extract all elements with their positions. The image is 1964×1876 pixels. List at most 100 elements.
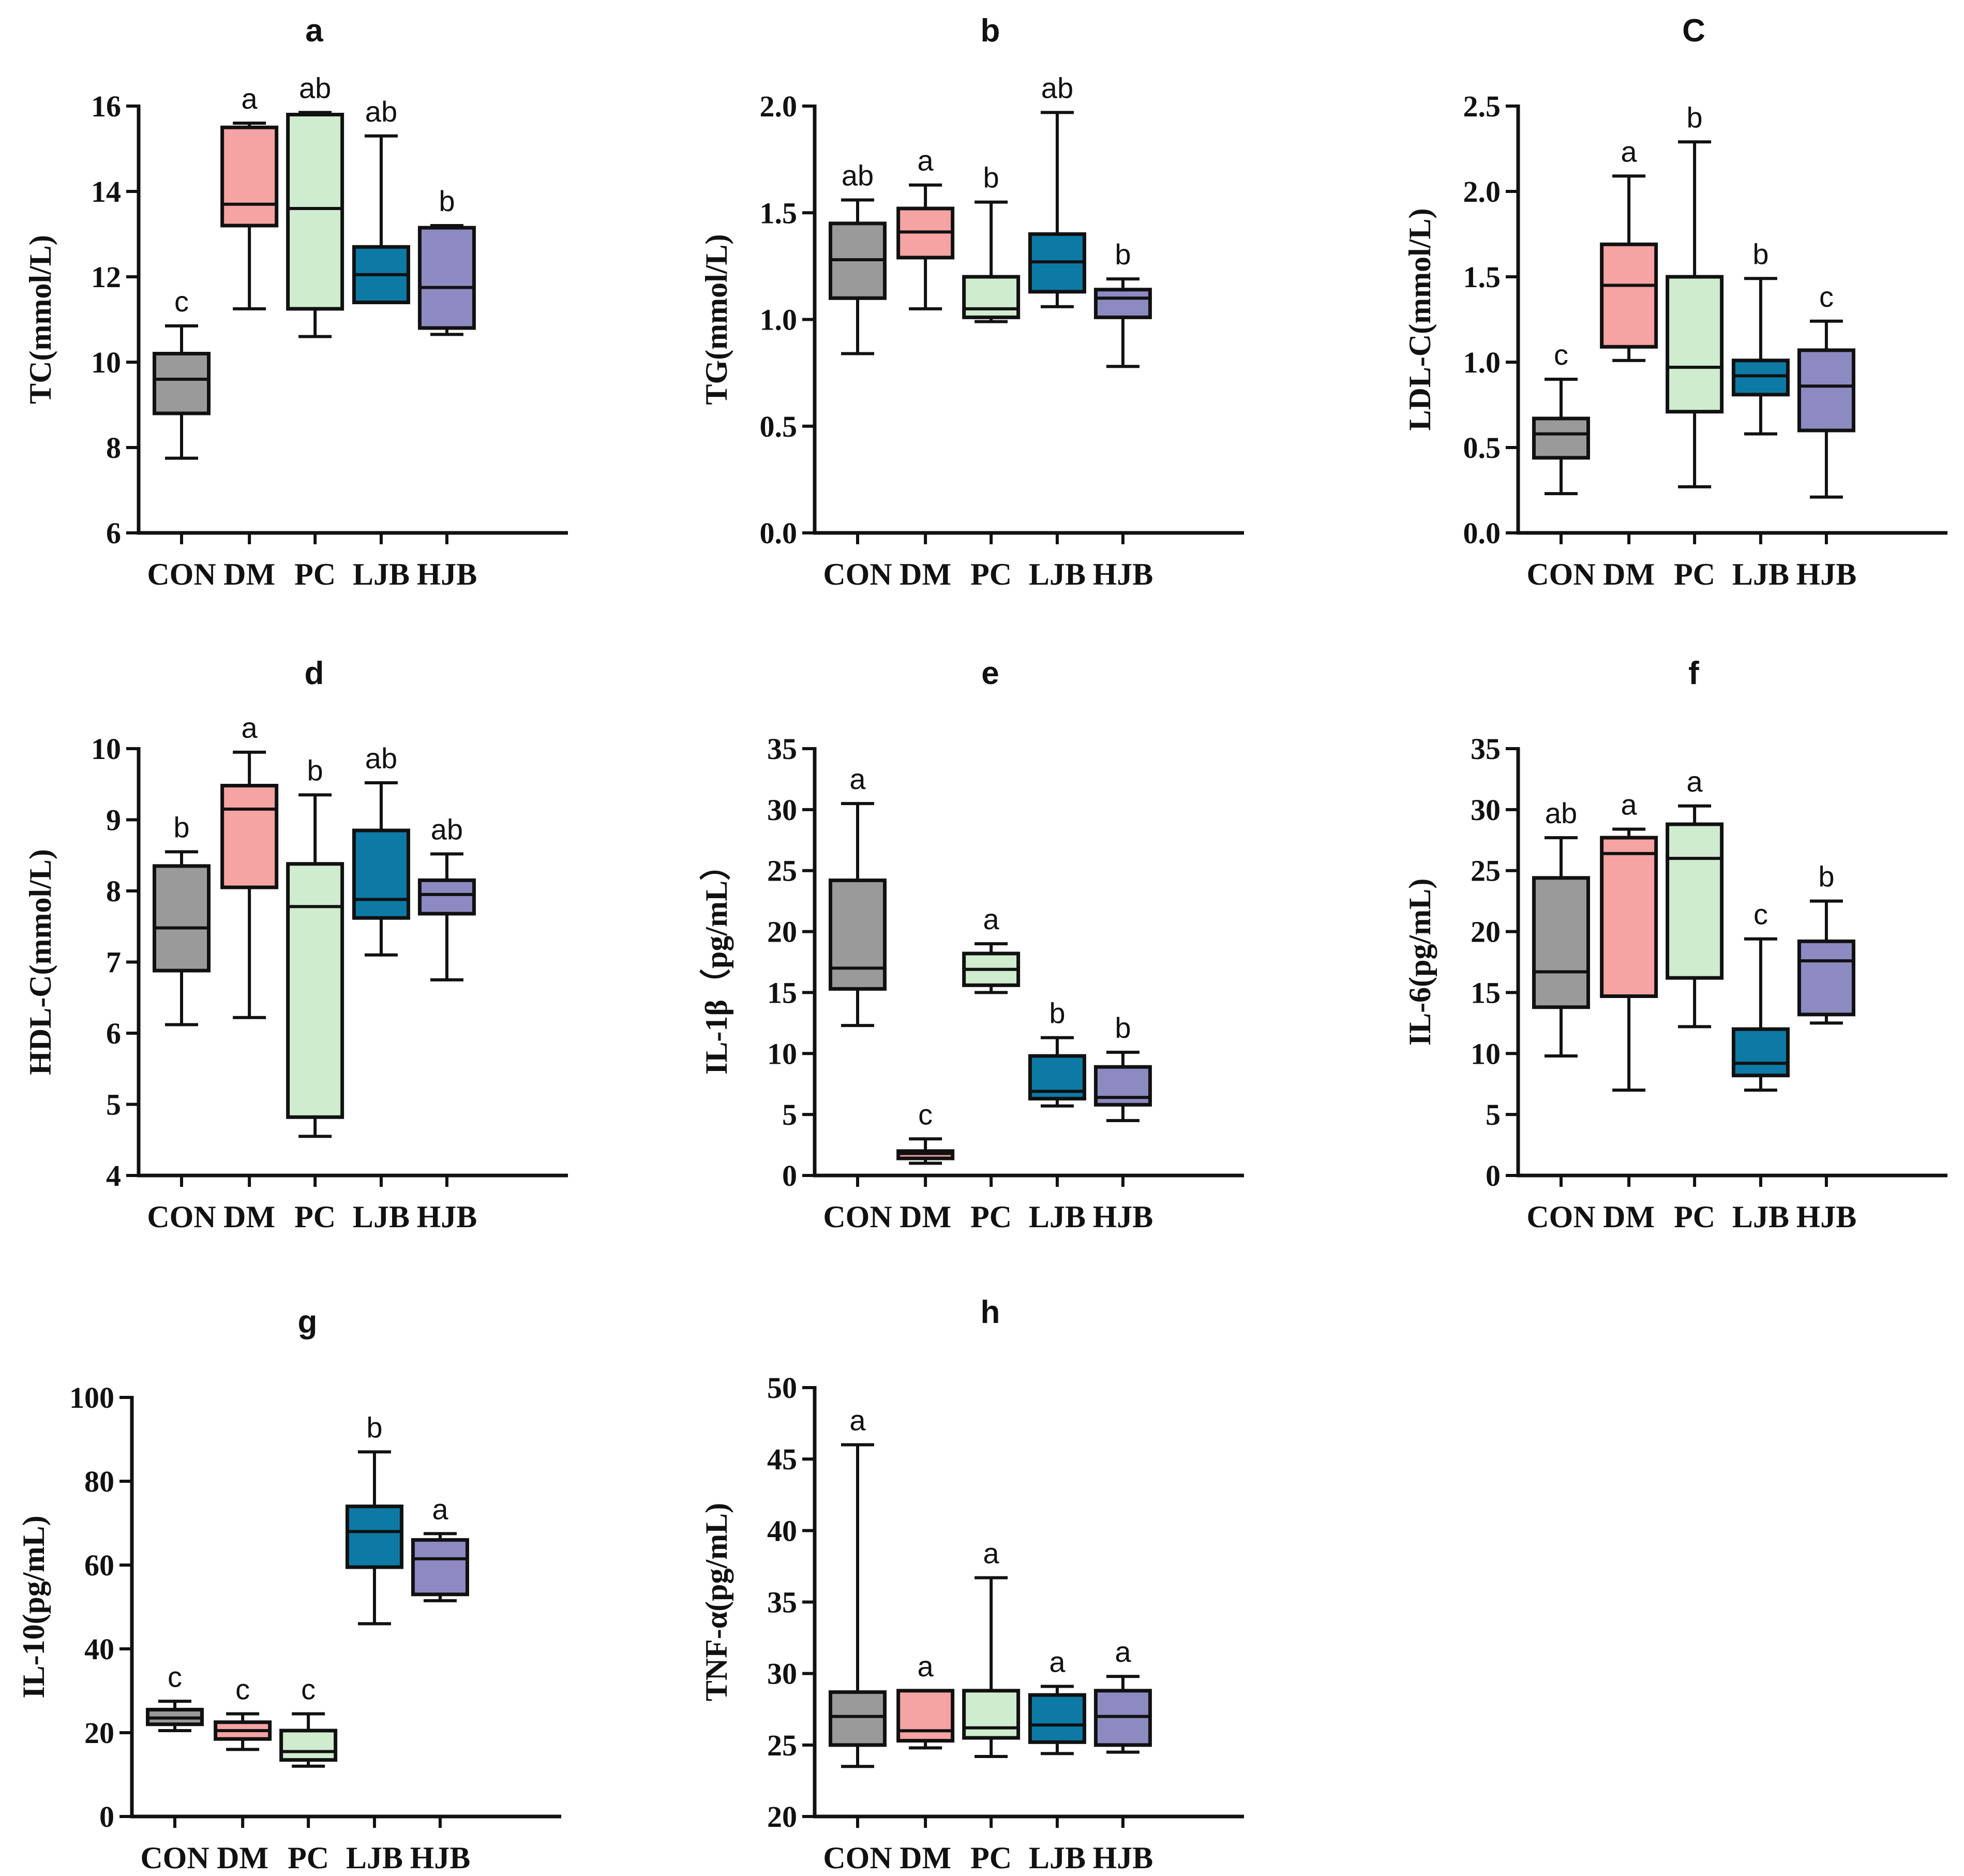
- box-HJB: b: [1093, 238, 1152, 368]
- y-tick-label: 5: [782, 1098, 797, 1131]
- box-CON: a: [829, 763, 887, 1028]
- x-tick-label: PC: [1674, 557, 1715, 591]
- y-tick-label: 10: [767, 1037, 797, 1070]
- box-LJB: a: [1028, 1646, 1086, 1755]
- iqr-box: [220, 125, 279, 228]
- iqr-box: [220, 784, 279, 889]
- significance-letter: a: [1049, 1646, 1066, 1678]
- x-tick-label: HJB: [410, 1841, 471, 1875]
- iqr-box: [1028, 1693, 1086, 1744]
- significance-letter: a: [1621, 788, 1638, 821]
- y-tick-label: 35: [767, 732, 797, 766]
- significance-letter: c: [1819, 280, 1834, 313]
- iqr-box: [153, 864, 211, 973]
- box-DM: a: [896, 1650, 955, 1750]
- y-tick-label: 80: [84, 1465, 114, 1498]
- box-PC: b: [962, 161, 1021, 323]
- significance-letter: c: [918, 1098, 933, 1130]
- box-CON: c: [1532, 338, 1590, 496]
- box-HJB: a: [1093, 1635, 1152, 1754]
- x-tick-label: HJB: [417, 557, 477, 591]
- significance-letter: b: [439, 185, 455, 217]
- y-tick-label: 1.0: [760, 303, 798, 337]
- significance-letter: a: [242, 82, 258, 115]
- significance-letter: b: [1115, 238, 1131, 271]
- y-tick-label: 40: [767, 1514, 797, 1547]
- significance-letter: ab: [842, 159, 874, 192]
- significance-letter: a: [983, 1537, 1000, 1570]
- y-tick-label: 0.0: [1463, 516, 1501, 550]
- x-tick-label: DM: [223, 557, 275, 591]
- significance-letter: ab: [299, 71, 331, 104]
- x-tick-label: HJB: [1093, 1841, 1153, 1875]
- iqr-box: [962, 1689, 1021, 1740]
- significance-letter: a: [1115, 1635, 1131, 1668]
- x-tick-label: HJB: [1093, 557, 1153, 591]
- significance-letter: a: [983, 903, 1000, 935]
- significance-letter: a: [1687, 765, 1703, 798]
- y-tick-label: 0: [99, 1800, 114, 1834]
- x-tick-label: DM: [223, 1200, 275, 1234]
- y-tick-label: 15: [767, 976, 797, 1009]
- x-tick-label: DM: [899, 1841, 951, 1875]
- box-LJB: ab: [352, 742, 410, 957]
- y-tick-label: 35: [767, 1586, 797, 1619]
- iqr-box: [1600, 836, 1658, 998]
- iqr-box: [279, 1729, 338, 1762]
- y-tick-label: 25: [1471, 854, 1501, 888]
- x-tick-label: CON: [147, 1200, 216, 1234]
- box-DM: a: [220, 711, 279, 1019]
- y-tick-label: 14: [91, 175, 121, 209]
- significance-letter: c: [1554, 338, 1568, 371]
- y-tick-label: 50: [767, 1371, 797, 1405]
- box-PC: a: [962, 1537, 1021, 1758]
- iqr-box: [417, 878, 476, 916]
- panel-C: C 0.0 0.5 1.0 1.5 2.0 2.5 LDL-C(mmol/L) CON DM PC L…: [1403, 13, 1947, 591]
- panel-e: e 0 5 10 15 20 25 30 35 IL-1β（pg/mL） CON DM PC LJB HJB…: [699, 656, 1244, 1234]
- x-tick-label: PC: [294, 557, 336, 591]
- x-tick-label: CON: [823, 1200, 892, 1234]
- significance-letter: c: [168, 1660, 182, 1693]
- x-tick-label: PC: [970, 557, 1012, 591]
- box-DM: a: [896, 144, 955, 310]
- significance-letter: a: [1621, 135, 1638, 168]
- y-axis-title: TNF-α(pg/mL): [699, 1503, 733, 1701]
- panel-h: h 20 25 30 35 40 45 50 TNF-α(pg/mL) CON DM PC LJB HJB…: [699, 1294, 1244, 1875]
- y-tick-label: 1.5: [1463, 260, 1501, 294]
- x-tick-label: PC: [970, 1841, 1012, 1875]
- box-PC: b: [286, 754, 344, 1138]
- y-tick-label: 0: [782, 1159, 797, 1193]
- x-tick-label: CON: [1526, 557, 1595, 591]
- y-axis-title: IL-10(pg/mL): [17, 1515, 51, 1698]
- box-LJB: ab: [1028, 71, 1086, 308]
- box-HJB: a: [411, 1493, 469, 1602]
- y-tick-label: 5: [1486, 1098, 1501, 1131]
- iqr-box: [1093, 1065, 1152, 1107]
- iqr-box: [1731, 1027, 1790, 1078]
- iqr-box: [1797, 348, 1855, 433]
- iqr-box: [1666, 822, 1724, 980]
- y-tick-label: 10: [91, 346, 121, 379]
- box-DM: a: [1600, 788, 1658, 1092]
- y-tick-label: 35: [1471, 732, 1501, 766]
- x-tick-label: LJB: [353, 557, 410, 591]
- y-tick-label: 20: [767, 915, 797, 949]
- y-tick-label: 1.5: [760, 196, 798, 230]
- y-tick-label: 12: [91, 260, 121, 294]
- y-tick-label: 10: [91, 732, 121, 766]
- y-tick-label: 20: [767, 1800, 797, 1834]
- y-tick-label: 2.5: [1463, 90, 1501, 123]
- panel-title: h: [981, 1294, 1000, 1330]
- iqr-box: [1532, 416, 1590, 460]
- box-DM: a: [220, 82, 279, 310]
- iqr-box: [417, 226, 476, 330]
- y-axis-title: HDL-C(mmol/L): [23, 849, 57, 1075]
- significance-letter: b: [1049, 997, 1065, 1030]
- significance-letter: ab: [365, 95, 397, 128]
- y-tick-label: 25: [767, 854, 797, 888]
- x-tick-label: CON: [1526, 1200, 1595, 1234]
- y-tick-label: 10: [1471, 1037, 1501, 1070]
- y-tick-label: 0.5: [760, 410, 798, 443]
- y-tick-label: 1.0: [1463, 346, 1501, 379]
